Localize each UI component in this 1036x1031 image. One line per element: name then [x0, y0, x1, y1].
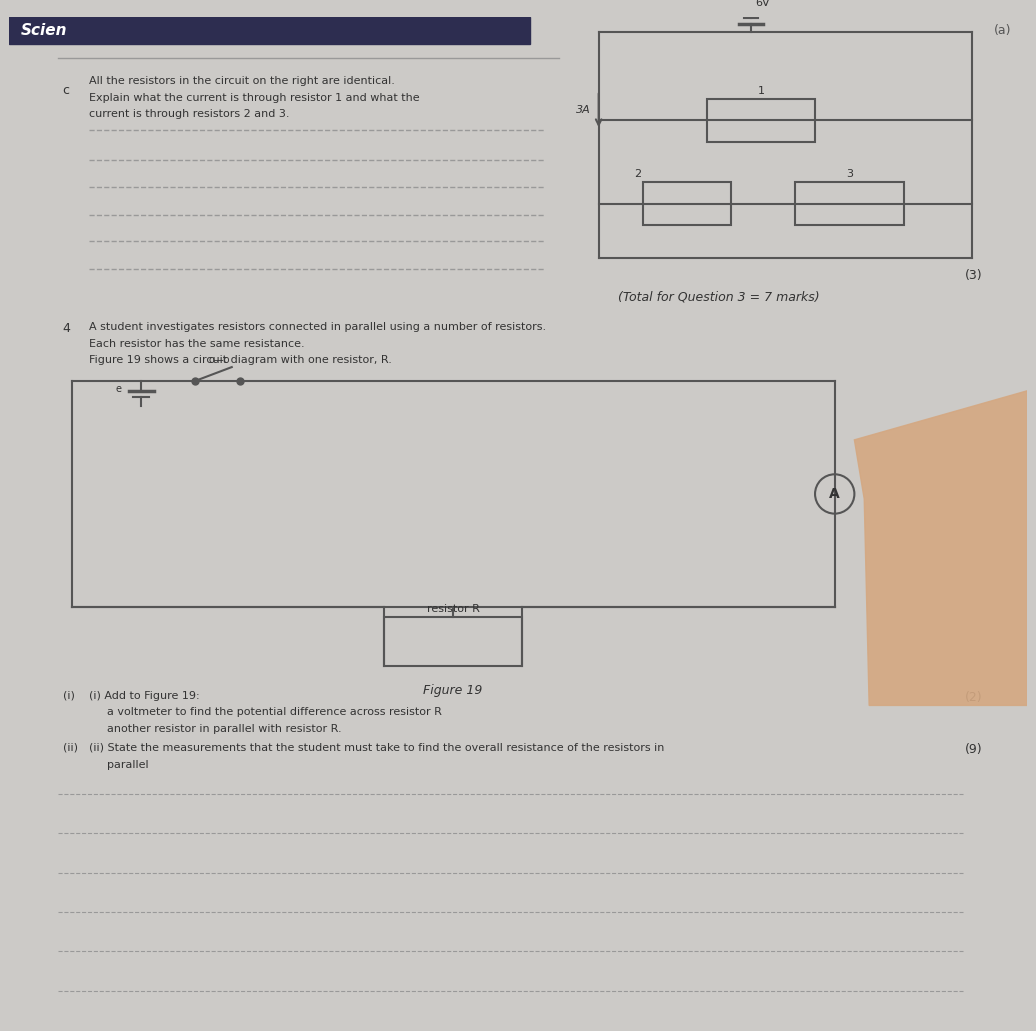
- Text: A: A: [830, 487, 840, 501]
- Text: 1: 1: [757, 86, 765, 96]
- Text: Scien: Scien: [21, 24, 66, 38]
- Text: (i) Add to Figure 19:: (i) Add to Figure 19:: [89, 691, 200, 701]
- Text: (ii) State the measurements that the student must take to find the overall resis: (ii) State the measurements that the stu…: [89, 742, 664, 753]
- Text: another resistor in parallel with resistor R.: another resistor in parallel with resist…: [107, 724, 342, 734]
- Polygon shape: [855, 391, 1028, 705]
- Text: 2: 2: [634, 169, 641, 179]
- Text: 6V: 6V: [755, 0, 770, 8]
- Bar: [643, 182, 731, 226]
- Text: (i): (i): [62, 691, 75, 701]
- Text: current is through resistors 2 and 3.: current is through resistors 2 and 3.: [89, 109, 290, 120]
- Bar: [796, 182, 903, 226]
- Text: parallel: parallel: [107, 760, 148, 769]
- Text: 3: 3: [846, 169, 853, 179]
- Text: Figure 19 shows a circuit diagram with one resistor, R.: Figure 19 shows a circuit diagram with o…: [89, 356, 392, 365]
- Text: resistor R: resistor R: [427, 604, 480, 614]
- Text: Figure 19: Figure 19: [424, 684, 483, 697]
- Circle shape: [815, 474, 855, 513]
- Bar: [8, 16, 529, 44]
- Text: o—o: o—o: [208, 355, 230, 365]
- Bar: [707, 99, 815, 142]
- Text: (Total for Question 3 = 7 marks): (Total for Question 3 = 7 marks): [618, 291, 819, 303]
- Text: c: c: [62, 84, 69, 97]
- Text: e: e: [116, 384, 121, 394]
- Text: Each resistor has the same resistance.: Each resistor has the same resistance.: [89, 338, 305, 348]
- Text: (ii): (ii): [62, 742, 78, 753]
- Text: (a): (a): [995, 24, 1012, 37]
- Text: (9): (9): [965, 742, 982, 756]
- Text: (3): (3): [965, 269, 982, 281]
- Text: 4: 4: [62, 322, 70, 335]
- Text: Explain what the current is through resistor 1 and what the: Explain what the current is through resi…: [89, 93, 420, 103]
- Text: (2): (2): [965, 691, 982, 704]
- Text: A student investigates resistors connected in parallel using a number of resisto: A student investigates resistors connect…: [89, 322, 546, 332]
- Bar: [384, 617, 522, 666]
- Text: a voltmeter to find the potential difference across resistor R: a voltmeter to find the potential differ…: [107, 707, 441, 718]
- Text: 3A: 3A: [576, 105, 591, 115]
- Text: All the resistors in the circuit on the right are identical.: All the resistors in the circuit on the …: [89, 76, 395, 86]
